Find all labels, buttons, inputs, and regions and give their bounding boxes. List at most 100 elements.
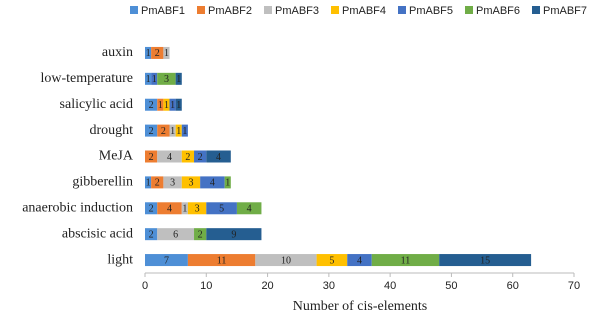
bar-segment <box>151 176 164 189</box>
value-label: 5 <box>219 204 224 215</box>
bar-segment <box>181 202 188 215</box>
x-tick-label: 0 <box>142 280 148 292</box>
legend-label: PmABF3 <box>275 5 319 17</box>
value-label: 1 <box>170 126 175 137</box>
bar-segment <box>206 228 262 241</box>
value-label: 4 <box>357 255 362 266</box>
category-label: MeJA <box>99 149 134 164</box>
value-label: 2 <box>155 178 160 189</box>
bar-segment <box>163 46 170 59</box>
value-label: 1 <box>176 126 181 137</box>
value-label: 2 <box>149 100 154 111</box>
bar-segment <box>316 254 348 267</box>
value-label: 1 <box>152 74 157 85</box>
legend-swatch <box>264 6 272 14</box>
bar-segment <box>194 150 207 163</box>
value-label: 2 <box>149 152 154 163</box>
bar-segment <box>439 254 532 267</box>
bar-segment <box>145 176 152 189</box>
category-label: light <box>107 252 133 267</box>
value-label: 2 <box>149 126 154 137</box>
value-label: 3 <box>195 204 200 215</box>
legend-label: PmABF5 <box>409 5 453 17</box>
bar-segment <box>157 202 182 215</box>
value-label: 2 <box>198 229 203 240</box>
bar-segment <box>181 176 201 189</box>
bar-segment <box>206 202 237 215</box>
value-label: 4 <box>210 178 215 189</box>
bar-segment <box>145 124 158 137</box>
value-label: 1 <box>146 74 151 85</box>
value-label: 5 <box>329 255 334 266</box>
bar-segment <box>236 202 262 215</box>
bar-segment <box>163 98 170 111</box>
category-label: salicylic acid <box>60 97 133 112</box>
value-label: 1 <box>182 126 187 137</box>
bar-segment <box>347 254 372 267</box>
value-label: 2 <box>149 229 154 240</box>
value-label: 11 <box>217 255 227 266</box>
bar-segment <box>181 150 195 163</box>
legend-swatch <box>197 6 205 14</box>
value-label: 10 <box>281 255 291 266</box>
legend-swatch <box>465 6 473 14</box>
bar-segment <box>200 176 225 189</box>
bar-segment <box>145 150 158 163</box>
bar-segment <box>145 254 188 267</box>
legend-swatch <box>331 6 339 14</box>
bar-segment <box>145 46 152 59</box>
value-label: 9 <box>231 229 236 240</box>
bar-segment <box>151 72 158 85</box>
value-label: 1 <box>176 100 181 111</box>
bar-segment <box>157 124 170 137</box>
bar-segment <box>151 46 164 59</box>
bar-segment <box>206 150 231 163</box>
value-label: 11 <box>401 255 411 266</box>
value-label: 1 <box>146 178 151 189</box>
category-label: anaerobic induction <box>22 200 133 215</box>
value-label: 7 <box>164 255 169 266</box>
value-label: 2 <box>198 152 203 163</box>
legend-swatch <box>130 6 138 14</box>
value-label: 1 <box>158 100 163 111</box>
category-label: gibberellin <box>72 175 133 190</box>
value-label: 1 <box>164 100 169 111</box>
value-label: 3 <box>188 178 193 189</box>
category-label: abscisic acid <box>62 226 133 241</box>
bar-segment <box>157 72 176 85</box>
legend-label: PmABF7 <box>543 5 587 17</box>
bar-segment <box>194 228 207 241</box>
value-label: 1 <box>225 178 230 189</box>
legend-label: PmABF2 <box>208 5 252 17</box>
value-label: 1 <box>146 48 151 59</box>
bar-segment <box>255 254 317 267</box>
value-label: 2 <box>155 48 160 59</box>
value-label: 4 <box>167 204 172 215</box>
bar-segment <box>145 228 158 241</box>
bar-segment <box>145 98 158 111</box>
value-label: 1 <box>182 204 187 215</box>
value-label: 3 <box>170 178 175 189</box>
bar-segment <box>157 98 164 111</box>
value-label: 1 <box>164 48 169 59</box>
value-label: 2 <box>161 126 166 137</box>
bar-segment <box>169 98 176 111</box>
bar-segment <box>175 124 182 137</box>
legend-swatch <box>532 6 540 14</box>
category-label: low-temperature <box>40 71 133 86</box>
bar-segment <box>175 72 182 85</box>
x-tick-label: 60 <box>507 280 519 292</box>
bar-segment <box>175 98 182 111</box>
x-axis-label: Number of cis-elements <box>293 299 428 314</box>
bar-segment <box>181 124 188 137</box>
bar-segment <box>157 228 195 241</box>
bar-segment <box>145 72 152 85</box>
bar-segment <box>187 254 256 267</box>
value-label: 1 <box>170 100 175 111</box>
value-label: 4 <box>216 152 221 163</box>
legend-label: PmABF4 <box>342 5 386 17</box>
x-tick-label: 30 <box>323 280 335 292</box>
value-label: 1 <box>176 74 181 85</box>
bar-segment <box>163 176 182 189</box>
